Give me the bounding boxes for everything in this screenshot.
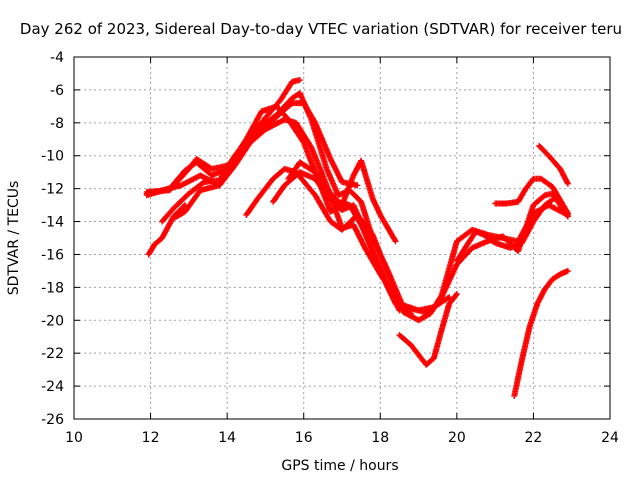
data-point	[354, 182, 361, 189]
series-track-8	[285, 159, 403, 314]
data-points	[143, 77, 571, 399]
data-point	[407, 310, 414, 317]
chart-title: Day 262 of 2023, Sidereal Day-to-day VTE…	[20, 20, 622, 38]
y-tick-label: -26	[41, 412, 64, 428]
series-track-4	[170, 100, 361, 222]
y-tick-label: -16	[41, 247, 64, 263]
axis-ticks: 10 12 14 16 18 20 22 24 -26 -24 -22 -20 -18 -16 -14 -12…	[41, 50, 619, 446]
y-axis-label: SDTVAR / TECUs	[6, 181, 22, 296]
data-point	[452, 292, 459, 299]
x-tick-label: 14	[218, 430, 236, 446]
data-point	[564, 210, 571, 217]
plot-frame	[73, 56, 611, 420]
data-point	[199, 180, 206, 187]
series-track-9	[145, 202, 189, 258]
grid	[74, 57, 610, 419]
data-point	[182, 202, 189, 209]
data-point	[296, 77, 303, 84]
x-tick-label: 10	[65, 430, 83, 446]
y-tick-label: -4	[50, 50, 64, 66]
y-tick-label: -14	[41, 215, 64, 231]
data-point	[392, 238, 399, 245]
series-track-11	[453, 193, 560, 265]
series-track-12	[492, 175, 571, 217]
y-tick-label: -10	[41, 149, 64, 165]
x-tick-label: 22	[525, 430, 543, 446]
x-tick-label: 20	[448, 430, 466, 446]
y-tick-label: -20	[41, 313, 64, 329]
y-tick-label: -22	[41, 346, 64, 362]
x-tick-label: 18	[371, 430, 389, 446]
x-axis-label: GPS time / hours	[281, 458, 398, 474]
series-track-13	[536, 142, 571, 187]
x-tick-label: 12	[142, 430, 160, 446]
y-tick-label: -8	[50, 116, 64, 132]
x-tick-label: 16	[295, 430, 313, 446]
data-point	[453, 290, 460, 297]
series-track-14	[511, 267, 571, 399]
series-track-5	[159, 77, 303, 225]
y-tick-label: -24	[41, 379, 64, 395]
y-tick-label: -12	[41, 182, 64, 198]
data-point	[564, 180, 571, 187]
data-point	[396, 307, 403, 314]
data-point	[406, 309, 413, 316]
y-tick-label: -6	[50, 83, 64, 99]
x-tick-label: 24	[601, 430, 619, 446]
y-tick-label: -18	[41, 280, 64, 296]
series-track-10	[396, 290, 460, 368]
data-point	[564, 267, 571, 274]
data-point	[180, 203, 187, 210]
data-point	[444, 295, 451, 302]
